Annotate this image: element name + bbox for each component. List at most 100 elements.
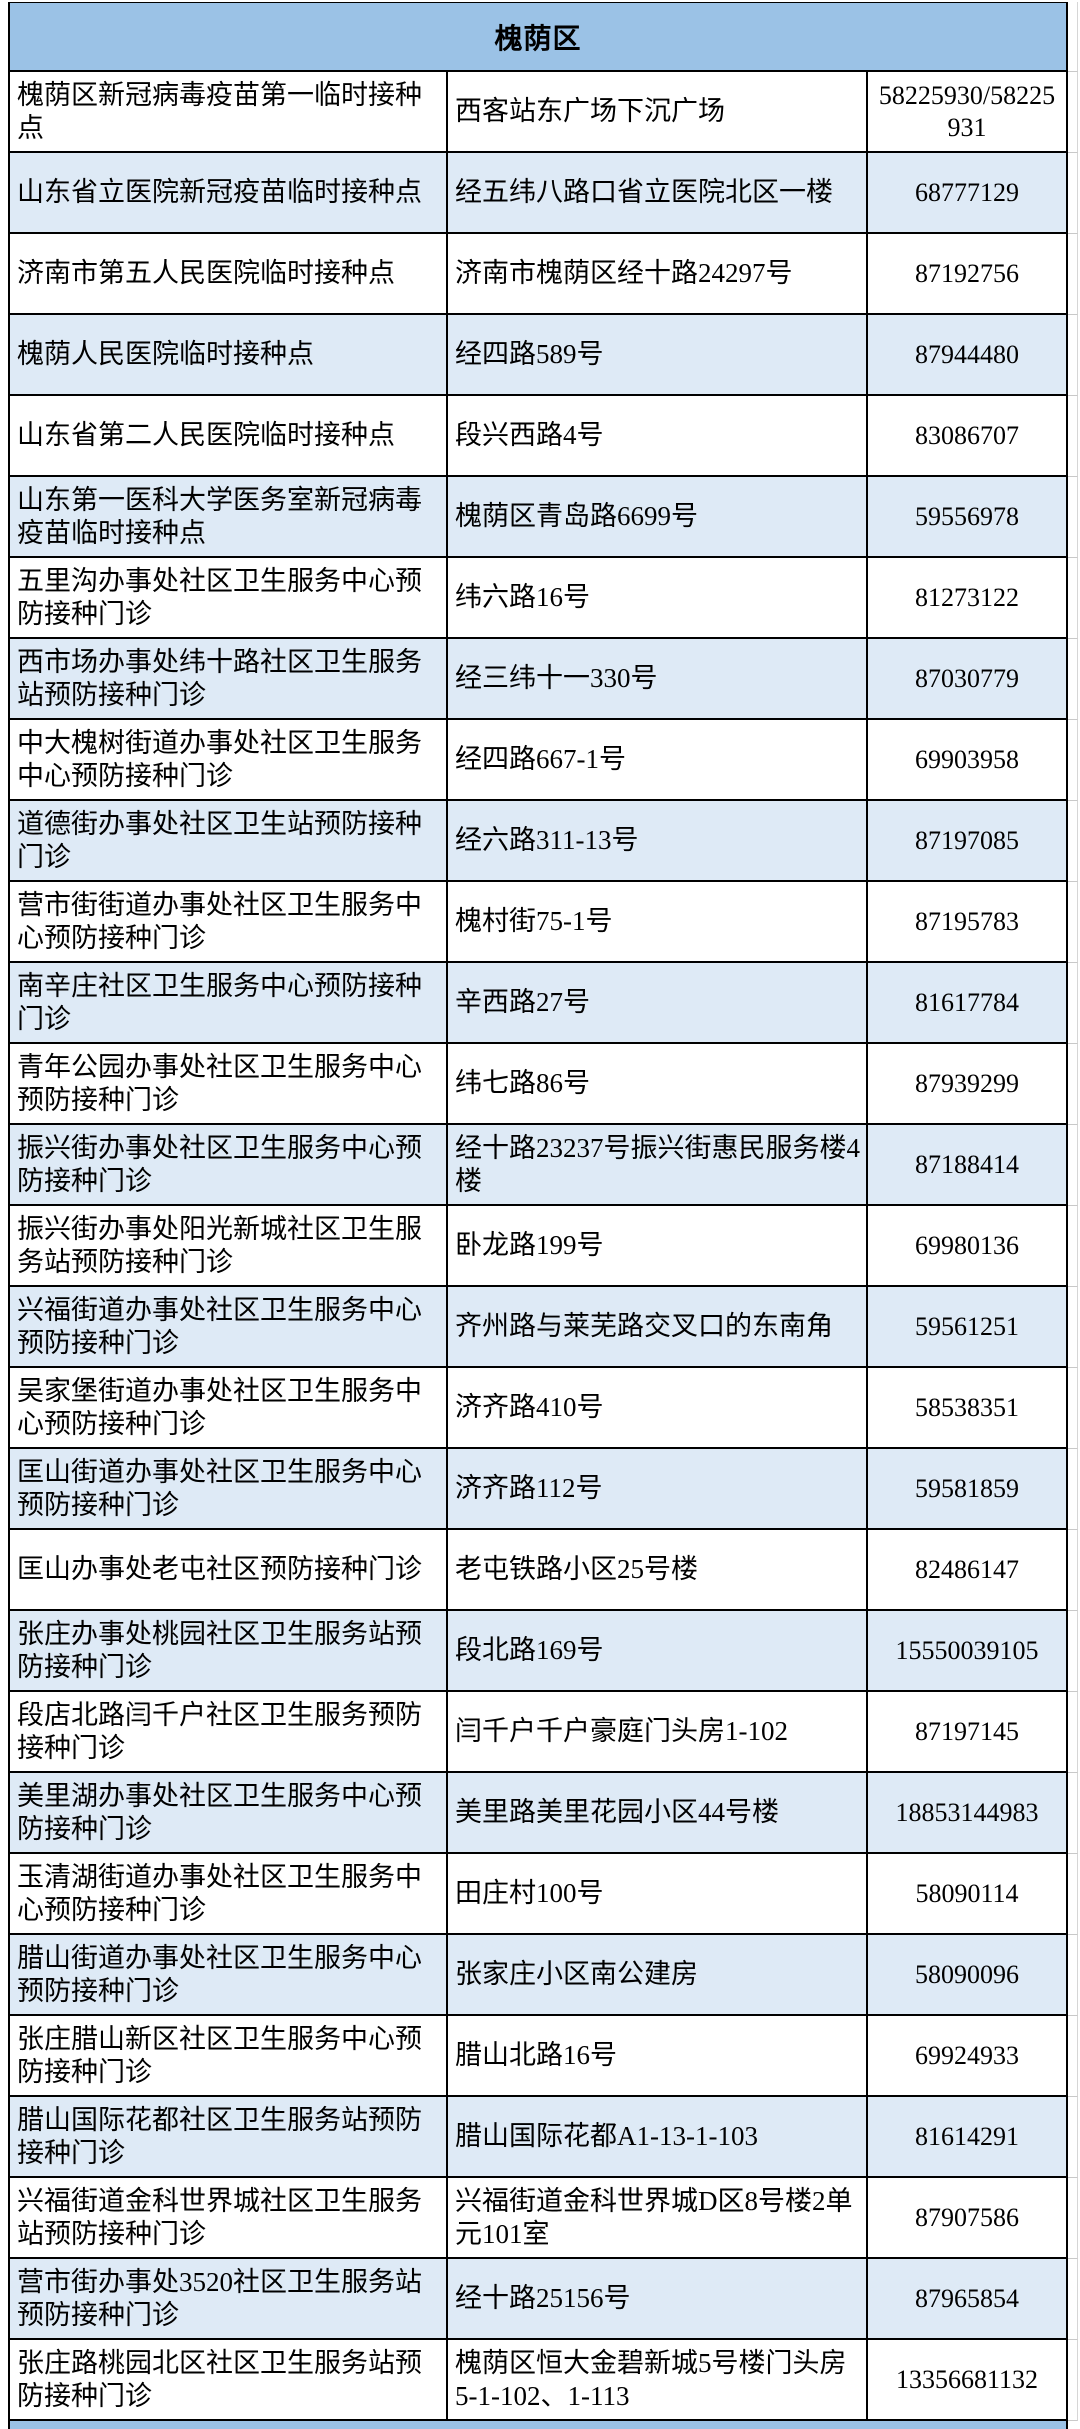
gridline-sliver	[1068, 1530, 1078, 1611]
site-phone-cell: 87944480	[868, 315, 1068, 396]
site-name-cell: 张庄腊山新区社区卫生服务中心预防接种门诊	[8, 2016, 448, 2097]
site-name-cell: 青年公园办事处社区卫生服务中心预防接种门诊	[8, 1044, 448, 1125]
gridline-sliver	[1068, 1611, 1078, 1692]
site-address-cell: 卧龙路199号	[448, 1206, 868, 1287]
table-row: 济南市第五人民医院临时接种点 济南市槐荫区经十路24297号 87192756	[8, 234, 1078, 315]
site-address-cell: 田庄村100号	[448, 1854, 868, 1935]
district-vaccination-table: 槐荫区 槐荫区新冠病毒疫苗第一临时接种点 西客站东广场下沉广场 58225930…	[8, 2, 1078, 2429]
gridline-sliver	[1068, 2340, 1078, 2421]
site-address-cell: 纬七路86号	[448, 1044, 868, 1125]
site-name-cell: 山东省立医院新冠疫苗临时接种点	[8, 153, 448, 234]
table-row: 槐荫区新冠病毒疫苗第一临时接种点 西客站东广场下沉广场 58225930/582…	[8, 72, 1078, 153]
site-address-cell: 齐州路与莱芜路交叉口的东南角	[448, 1287, 868, 1368]
table-row: 兴福街道金科世界城社区卫生服务站预防接种门诊 兴福街道金科世界城D区8号楼2单元…	[8, 2178, 1078, 2259]
gridline-sliver	[1068, 963, 1078, 1044]
site-name-cell: 段店北路闫千户社区卫生服务预防接种门诊	[8, 1692, 448, 1773]
gridline-sliver	[1068, 2, 1078, 72]
gridline-sliver	[1068, 558, 1078, 639]
gridline-sliver	[1068, 2178, 1078, 2259]
table-row: 道德街办事处社区卫生站预防接种门诊 经六路311-13号 87197085	[8, 801, 1078, 882]
site-phone-cell: 18853144983	[868, 1773, 1068, 1854]
table-row: 山东省第二人民医院临时接种点 段兴西路4号 83086707	[8, 396, 1078, 477]
site-address-cell: 济南市槐荫区经十路24297号	[448, 234, 868, 315]
site-address-cell: 经三纬十一330号	[448, 639, 868, 720]
site-name-cell: 张庄路桃园北区社区卫生服务站预防接种门诊	[8, 2340, 448, 2421]
site-phone-cell: 87197085	[868, 801, 1068, 882]
table-row: 山东省立医院新冠疫苗临时接种点 经五纬八路口省立医院北区一楼 68777129	[8, 153, 1078, 234]
site-name-cell: 腊山国际花都社区卫生服务站预防接种门诊	[8, 2097, 448, 2178]
site-address-cell: 闫千户千户豪庭门头房1-102	[448, 1692, 868, 1773]
site-name-cell: 济南市第五人民医院临时接种点	[8, 234, 448, 315]
site-name-cell: 兴福街道金科世界城社区卫生服务站预防接种门诊	[8, 2178, 448, 2259]
site-name-cell: 营市街街道办事处社区卫生服务中心预防接种门诊	[8, 882, 448, 963]
site-phone-cell: 69980136	[868, 1206, 1068, 1287]
site-phone-cell: 82486147	[868, 1530, 1068, 1611]
gridline-sliver	[1068, 477, 1078, 558]
site-name-cell: 槐荫区新冠病毒疫苗第一临时接种点	[8, 72, 448, 153]
gridline-sliver	[1068, 801, 1078, 882]
site-phone-cell: 58225930/58225931	[868, 72, 1068, 153]
gridline-sliver	[1068, 1125, 1078, 1206]
table-row: 营市街街道办事处社区卫生服务中心预防接种门诊 槐村街75-1号 87195783	[8, 882, 1078, 963]
site-phone-cell: 87907586	[868, 2178, 1068, 2259]
table-row: 振兴街办事处社区卫生服务中心预防接种门诊 经十路23237号振兴街惠民服务楼4楼…	[8, 1125, 1078, 1206]
table-row: 匡山街道办事处社区卫生服务中心预防接种门诊 济齐路112号 59581859	[8, 1449, 1078, 1530]
district-title: 槐荫区	[8, 2, 1068, 72]
table-row: 匡山办事处老屯社区预防接种门诊 老屯铁路小区25号楼 82486147	[8, 1530, 1078, 1611]
table-row: 张庄腊山新区社区卫生服务中心预防接种门诊 腊山北路16号 69924933	[8, 2016, 1078, 2097]
site-phone-cell: 81273122	[868, 558, 1068, 639]
gridline-sliver	[1068, 1935, 1078, 2016]
site-phone-cell: 69924933	[868, 2016, 1068, 2097]
table-row: 吴家堡街道办事处社区卫生服务中心预防接种门诊 济齐路410号 58538351	[8, 1368, 1078, 1449]
table-row: 五里沟办事处社区卫生服务中心预防接种门诊 纬六路16号 81273122	[8, 558, 1078, 639]
site-phone-cell: 87030779	[868, 639, 1068, 720]
site-address-cell: 辛西路27号	[448, 963, 868, 1044]
site-address-cell: 腊山国际花都A1-13-1-103	[448, 2097, 868, 2178]
site-name-cell: 道德街办事处社区卫生站预防接种门诊	[8, 801, 448, 882]
gridline-sliver	[1068, 1206, 1078, 1287]
table-row: 槐荫人民医院临时接种点 经四路589号 87944480	[8, 315, 1078, 396]
gridline-sliver	[1068, 396, 1078, 477]
site-address-cell: 槐荫区青岛路6699号	[448, 477, 868, 558]
next-section-header-strip	[8, 2421, 1068, 2429]
gridline-sliver	[1068, 1692, 1078, 1773]
table-row: 张庄办事处桃园社区卫生服务站预防接种门诊 段北路169号 15550039105	[8, 1611, 1078, 1692]
site-phone-cell: 87197145	[868, 1692, 1068, 1773]
site-name-cell: 南辛庄社区卫生服务中心预防接种门诊	[8, 963, 448, 1044]
site-name-cell: 振兴街办事处社区卫生服务中心预防接种门诊	[8, 1125, 448, 1206]
table-row: 张庄路桃园北区社区卫生服务站预防接种门诊 槐荫区恒大金碧新城5号楼门头房5-1-…	[8, 2340, 1078, 2421]
table-row: 美里湖办事处社区卫生服务中心预防接种门诊 美里路美里花园小区44号楼 18853…	[8, 1773, 1078, 1854]
table-row: 山东第一医科大学医务室新冠病毒疫苗临时接种点 槐荫区青岛路6699号 59556…	[8, 477, 1078, 558]
site-address-cell: 经五纬八路口省立医院北区一楼	[448, 153, 868, 234]
site-phone-cell: 68777129	[868, 153, 1068, 234]
site-name-cell: 中大槐树街道办事处社区卫生服务中心预防接种门诊	[8, 720, 448, 801]
site-name-cell: 张庄办事处桃园社区卫生服务站预防接种门诊	[8, 1611, 448, 1692]
site-name-cell: 营市街办事处3520社区卫生服务站预防接种门诊	[8, 2259, 448, 2340]
site-phone-cell: 87188414	[868, 1125, 1068, 1206]
site-phone-cell: 15550039105	[868, 1611, 1068, 1692]
table-row: 段店北路闫千户社区卫生服务预防接种门诊 闫千户千户豪庭门头房1-102 8719…	[8, 1692, 1078, 1773]
site-name-cell: 槐荫人民医院临时接种点	[8, 315, 448, 396]
site-name-cell: 匡山街道办事处社区卫生服务中心预防接种门诊	[8, 1449, 448, 1530]
site-address-cell: 经四路667-1号	[448, 720, 868, 801]
site-phone-cell: 58090096	[868, 1935, 1068, 2016]
site-address-cell: 兴福街道金科世界城D区8号楼2单元101室	[448, 2178, 868, 2259]
site-phone-cell: 59556978	[868, 477, 1068, 558]
gridline-sliver	[1068, 1854, 1078, 1935]
site-address-cell: 槐村街75-1号	[448, 882, 868, 963]
site-address-cell: 经四路589号	[448, 315, 868, 396]
table-row: 振兴街办事处阳光新城社区卫生服务站预防接种门诊 卧龙路199号 69980136	[8, 1206, 1078, 1287]
site-phone-cell: 81617784	[868, 963, 1068, 1044]
table-body: 槐荫区新冠病毒疫苗第一临时接种点 西客站东广场下沉广场 58225930/582…	[8, 72, 1078, 2421]
gridline-sliver	[1068, 2259, 1078, 2340]
gridline-sliver	[1068, 720, 1078, 801]
gridline-sliver	[1068, 1287, 1078, 1368]
site-address-cell: 经十路25156号	[448, 2259, 868, 2340]
site-name-cell: 吴家堡街道办事处社区卫生服务中心预防接种门诊	[8, 1368, 448, 1449]
gridline-sliver	[1068, 153, 1078, 234]
table-row: 玉清湖街道办事处社区卫生服务中心预防接种门诊 田庄村100号 58090114	[8, 1854, 1078, 1935]
gridline-sliver	[1068, 2097, 1078, 2178]
table-header-row: 槐荫区	[8, 2, 1078, 72]
gridline-sliver	[1068, 1368, 1078, 1449]
